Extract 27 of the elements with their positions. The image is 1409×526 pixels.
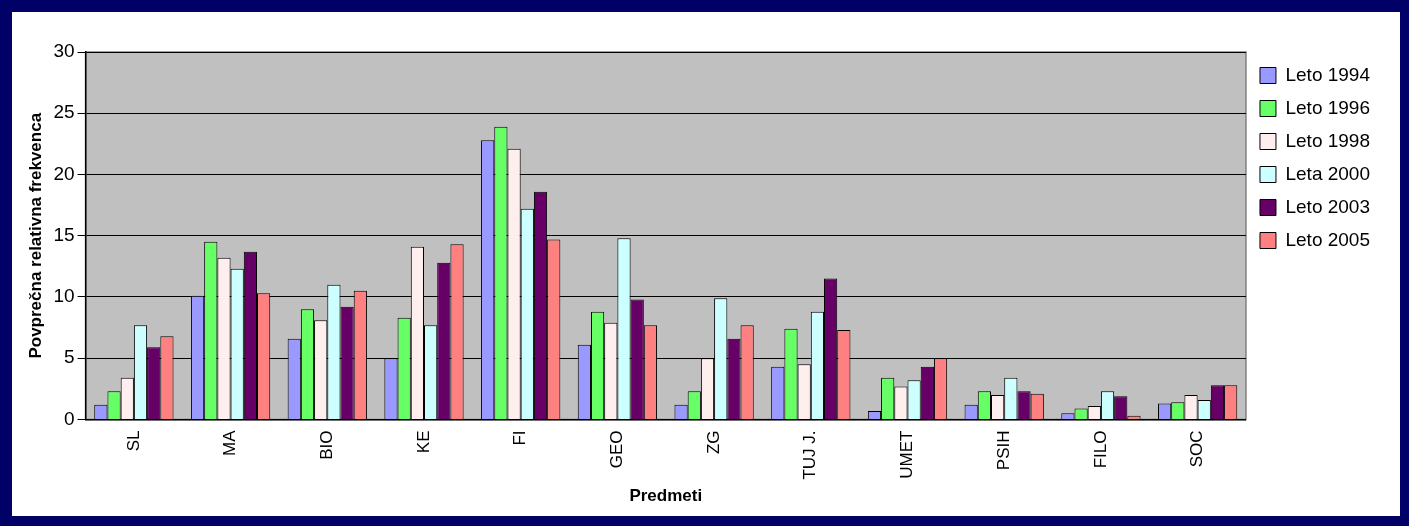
x-tick-label: SL [123,430,143,452]
y-axis-title: Povprečna relativna frekvenca [25,112,45,359]
y-tick-label: 15 [53,223,75,245]
x-tick-label: FILO [1090,430,1110,469]
x-axis-title: Predmeti [629,486,703,506]
legend-label: Leto 2003 [1285,195,1371,217]
legend-label: Leto 1996 [1285,96,1371,118]
x-tick-label: FI [510,430,530,446]
y-tick-label: 20 [53,162,75,184]
x-tick-label: PSIH [993,430,1013,471]
y-tick-label: 0 [63,407,75,429]
x-tick-label: GEO [607,430,627,469]
x-tick-label: ZG [703,430,723,455]
legend-label: Leto 1994 [1285,63,1371,85]
x-tick-label: BIO [316,430,336,460]
legend-label: Leta 2000 [1285,162,1371,184]
x-tick-label: SOC [1187,430,1207,468]
x-tick-label: TUJ J. [800,430,820,480]
x-tick-label: KE [413,430,433,454]
y-tick-label: 10 [53,285,75,307]
x-tick-label: MA [220,429,240,456]
legend-label: Leto 1998 [1285,129,1371,151]
y-tick-label: 5 [63,346,75,368]
legend-label: Leto 2005 [1285,228,1371,250]
y-tick-label: 30 [53,40,75,62]
y-tick-label: 25 [53,101,75,123]
x-tick-label: UMET [897,430,917,479]
